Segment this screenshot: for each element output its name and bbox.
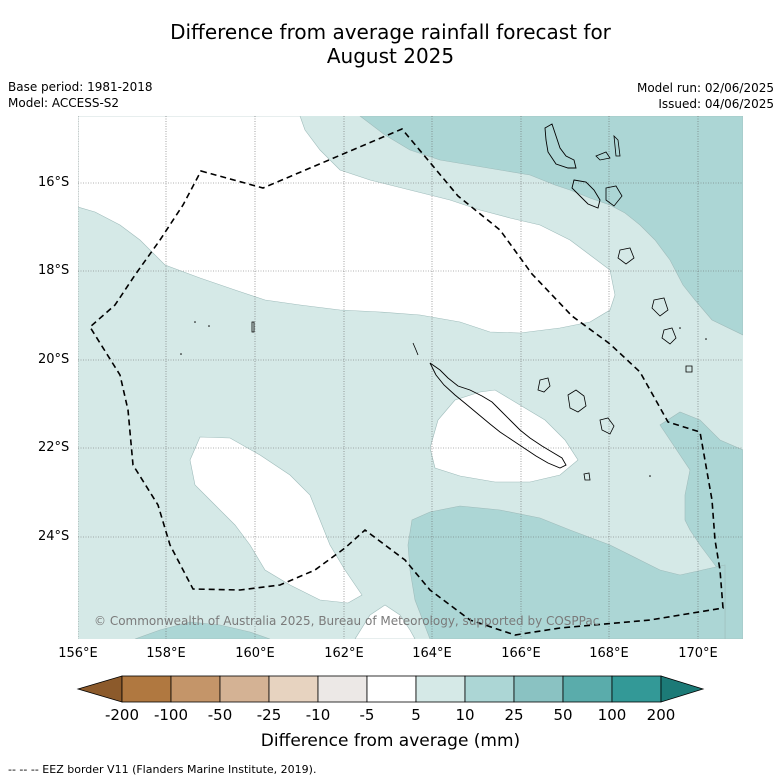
isle-of-pines	[583, 472, 591, 481]
islet-6	[649, 475, 651, 477]
colorbar-swatch-2	[170, 675, 221, 703]
colorbar-swatch-7	[415, 675, 466, 703]
vanuatu-erromango	[651, 297, 669, 317]
lat-label-24s: 24°S	[38, 529, 70, 544]
graticule	[78, 116, 743, 639]
loyalty-island-3	[599, 417, 615, 435]
region-10-25-southwest	[134, 621, 271, 639]
colorbar-label-minus-100: -100	[153, 706, 189, 724]
lon-label-164e: 164°E	[412, 646, 452, 661]
lon-label-168e: 168°E	[589, 646, 629, 661]
colorbar-label-minus-200: -200	[104, 706, 140, 724]
lon-label-156e: 156°E	[58, 646, 98, 661]
lat-label-16s: 16°S	[38, 175, 70, 190]
islet-5	[705, 338, 707, 340]
island-small-west	[251, 321, 255, 333]
islet-2	[208, 325, 210, 327]
colorbar-label-minus-25: -25	[256, 706, 282, 724]
region-white-southwest	[189, 436, 363, 604]
copyright-notice: © Commonwealth of Australia 2025, Bureau…	[94, 614, 600, 628]
vanuatu-maewo	[613, 134, 621, 157]
colorbar-label-200: 200	[646, 706, 676, 724]
lon-label-158e: 158°E	[146, 646, 186, 661]
region-white-north	[78, 116, 616, 334]
chesterfield-island	[412, 342, 419, 356]
vanuatu-malekula	[571, 179, 601, 209]
region-10-25-northeast	[359, 116, 743, 336]
lon-label-162e: 162°E	[324, 646, 364, 661]
region-10-25-south	[407, 505, 726, 639]
colorbar-label-100: 100	[597, 706, 627, 724]
colorbar-swatch-3	[219, 675, 270, 703]
meta-right: Model run: 02/06/2025 Issued: 04/06/2025	[637, 80, 774, 112]
base-period: Base period: 1981-2018	[8, 80, 153, 94]
colorbar-swatch-9	[513, 675, 564, 703]
islet-1	[194, 321, 196, 323]
lon-label-166e: 166°E	[501, 646, 541, 661]
vanuatu-ambae	[595, 151, 611, 161]
colorbar-label-minus-50: -50	[207, 706, 233, 724]
lon-label-170e: 170°E	[678, 646, 718, 661]
model-name: Model: ACCESS-S2	[8, 96, 120, 110]
colorbar-label-50: 50	[553, 706, 573, 724]
vanuatu-efate	[617, 247, 635, 265]
lat-label-18s: 18°S	[38, 263, 70, 278]
lat-label-20s: 20°S	[38, 352, 70, 367]
colorbar-swatch-5	[317, 675, 368, 703]
eez-border	[88, 128, 724, 636]
lon-label-160e: 160°E	[235, 646, 275, 661]
colorbar-label-minus-10: -10	[305, 706, 331, 724]
loyalty-island-2	[567, 389, 587, 413]
vanuatu-espiritu-santo	[544, 123, 577, 169]
colorbar	[76, 675, 705, 703]
colorbar-label-25: 25	[504, 706, 524, 724]
title-line-2: August 2025	[326, 44, 455, 68]
vanuatu-pentecost	[605, 185, 623, 207]
model-run: Model run: 02/06/2025	[636, 81, 774, 95]
colorbar-label-minus-5: -5	[359, 706, 375, 724]
region-white-south-small	[354, 604, 416, 639]
lat-label-22s: 22°S	[38, 440, 70, 455]
islet-3	[180, 353, 182, 355]
new-caledonia-mainland	[429, 362, 567, 469]
colorbar-swatch-4	[268, 675, 319, 703]
colorbar-extend-high	[660, 675, 705, 703]
meta-left: Base period: 1981-2018 Model: ACCESS-S2	[8, 79, 153, 111]
colorbar-swatch-6	[366, 675, 417, 703]
vanuatu-aneityum	[685, 365, 693, 373]
eez-legend-note: -- -- -- EEZ border V11 (Flanders Marine…	[8, 763, 317, 776]
vanuatu-tanna	[661, 327, 677, 345]
title-line-1: Difference from average rainfall forecas…	[170, 20, 611, 44]
colorbar-swatch-1	[121, 675, 172, 703]
islet-4	[679, 327, 681, 329]
colorbar-swatch-11	[611, 675, 662, 703]
colorbar-label-5: 5	[411, 706, 421, 724]
colorbar-swatch-8	[464, 675, 515, 703]
colorbar-title: Difference from average (mm)	[260, 731, 521, 751]
colorbar-swatch-10	[562, 675, 613, 703]
colorbar-label-10: 10	[455, 706, 475, 724]
issued-date: Issued: 04/06/2025	[658, 97, 774, 111]
colorbar-extend-low	[76, 675, 123, 703]
loyalty-island-1	[537, 377, 551, 393]
chart-title: Difference from average rainfall forecas…	[0, 20, 781, 68]
